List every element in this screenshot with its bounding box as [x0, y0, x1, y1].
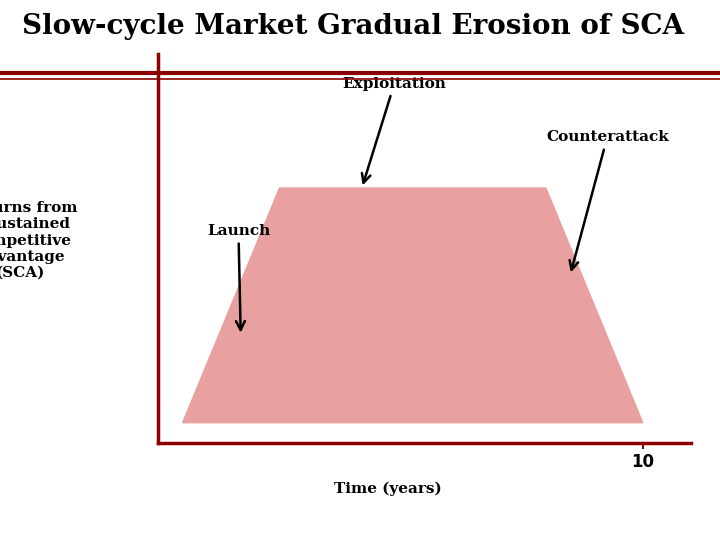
Polygon shape — [183, 188, 643, 423]
Text: UNIVERSITY: UNIVERSITY — [14, 505, 163, 523]
Text: of: of — [126, 505, 151, 523]
Text: Slow-cycle Market Gradual Erosion of SCA: Slow-cycle Market Gradual Erosion of SCA — [22, 14, 684, 40]
Text: Time (years): Time (years) — [333, 482, 441, 496]
Text: Counterattack: Counterattack — [546, 130, 669, 270]
Text: DAYTON: DAYTON — [155, 505, 250, 523]
Text: Returns from
a Sustained
Competitive
Advantage
(SCA): Returns from a Sustained Competitive Adv… — [0, 201, 77, 280]
Text: Launch: Launch — [207, 224, 270, 330]
Text: Exploitation: Exploitation — [343, 77, 446, 183]
